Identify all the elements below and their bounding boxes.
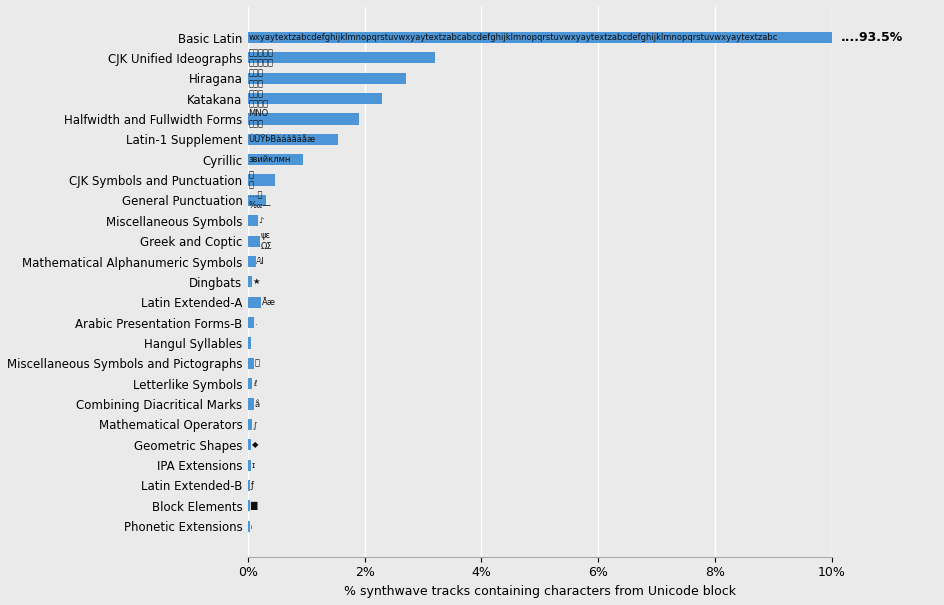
Bar xyxy=(247,439,251,450)
Text: ᵢ: ᵢ xyxy=(250,522,252,531)
Text: ♪: ♪ xyxy=(259,216,263,225)
Text: ℓ: ℓ xyxy=(253,379,256,388)
Text: ắ: ắ xyxy=(254,399,260,408)
Text: ∫: ∫ xyxy=(252,420,256,429)
Bar xyxy=(247,174,275,186)
Bar xyxy=(247,154,302,165)
Bar xyxy=(247,480,250,491)
Text: ....93.5%: ....93.5% xyxy=(839,31,902,44)
Bar xyxy=(247,93,381,104)
Text: █: █ xyxy=(250,502,257,511)
X-axis label: % synthwave tracks containing characters from Unicode block: % synthwave tracks containing characters… xyxy=(344,585,735,598)
Text: ◆: ◆ xyxy=(252,440,259,450)
Text: ψε
ΩΣ: ψε ΩΣ xyxy=(260,232,272,251)
Bar xyxy=(247,276,252,287)
Bar xyxy=(247,460,250,471)
Bar xyxy=(247,52,434,64)
Bar xyxy=(247,317,253,328)
Bar xyxy=(247,338,250,348)
Bar xyxy=(247,195,266,206)
Text: MNO
ａｈｉ: MNO ａｈｉ xyxy=(248,110,268,129)
Bar xyxy=(247,378,252,389)
Text: 🔫: 🔫 xyxy=(255,359,260,368)
Bar xyxy=(247,256,255,267)
Bar xyxy=(247,134,338,145)
Bar xyxy=(247,73,405,84)
Bar xyxy=(247,215,258,226)
Text: ƒ: ƒ xyxy=(250,481,254,490)
Text: らつつ
らりる: らつつ らりる xyxy=(248,68,263,88)
Bar xyxy=(247,500,249,511)
Text: ÙÜŸÞBàáâãäåæ: ÙÜŸÞBàáâãäåæ xyxy=(248,135,315,144)
Bar xyxy=(247,358,254,369)
Bar xyxy=(247,419,251,430)
Bar xyxy=(247,32,831,43)
Bar xyxy=(247,235,260,247)
Text: ★: ★ xyxy=(252,277,260,286)
Text: звийклмн: звийклмн xyxy=(248,155,291,164)
Text: ～
：: ～ ： xyxy=(248,171,253,190)
Bar xyxy=(247,399,254,410)
Text: テッゾ
ヨラリノ: テッゾ ヨラリノ xyxy=(248,89,268,108)
Text: 𝔸Ⅰ: 𝔸Ⅰ xyxy=(256,257,264,266)
Text: …．
‰₂—: …． ‰₂— xyxy=(248,191,271,210)
Text: Āæ: Āæ xyxy=(261,298,276,307)
Text: .: . xyxy=(254,318,257,327)
Bar xyxy=(247,113,359,125)
Text: 句弓刃及专
宗莱蕤她炎: 句弓刃及专 宗莱蕤她炎 xyxy=(248,48,274,68)
Text: ɪ: ɪ xyxy=(251,460,254,469)
Bar xyxy=(247,520,249,532)
Text: wxyaytextzabcdefghijklmnopqrstuvwxyaytextzabcabcdefghijklmnopqrstuvwxyaytextzabc: wxyaytextzabcdefghijklmnopqrstuvwxyaytex… xyxy=(248,33,777,42)
Bar xyxy=(247,296,261,308)
